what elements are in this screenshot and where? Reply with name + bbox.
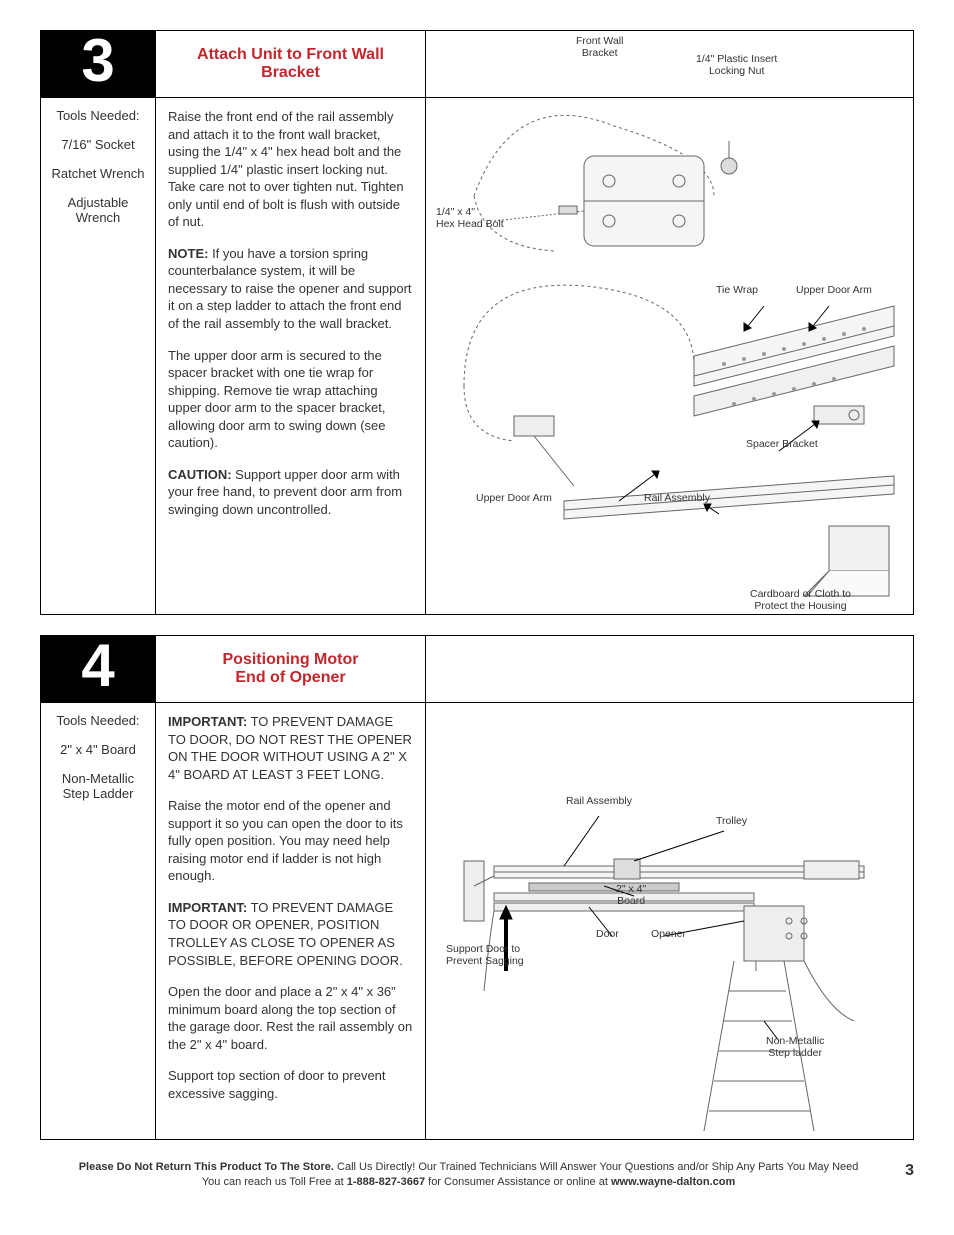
section-3-diagram-top: Front WallBracket 1/4" Plastic InsertLoc… [426, 31, 913, 97]
instr-para: Open the door and place a 2" x 4" x 36" … [168, 983, 413, 1053]
label-opener: Opener [651, 928, 686, 940]
tool-item: 2" x 4" Board [47, 742, 149, 757]
section-3-svg [434, 106, 904, 606]
section-3-header-row: 3 Attach Unit to Front Wall Bracket Fron… [41, 31, 913, 98]
section-3-tools: Tools Needed: 7/16" Socket Ratchet Wrenc… [41, 98, 156, 614]
label-upper-door-arm-top: Upper Door Arm [796, 284, 872, 296]
tool-item: Ratchet Wrench [47, 166, 149, 181]
section-4-header-row: 4 Positioning MotorEnd of Opener [41, 636, 913, 703]
label-cardboard: Cardboard or Cloth toProtect the Housing [750, 588, 851, 612]
label-plastic-insert: 1/4" Plastic InsertLocking Nut [696, 53, 777, 77]
tool-item: Adjustable Wrench [47, 195, 149, 225]
footer-url: www.wayne-dalton.com [611, 1176, 735, 1188]
footer-line1: Call Us Directly! Our Trained Technician… [334, 1161, 858, 1173]
label-front-wall-bracket: Front WallBracket [576, 35, 623, 59]
page-number: 3 [905, 1160, 914, 1182]
label-spacer-bracket: Spacer Bracket [746, 438, 818, 450]
step-number-4: 4 [41, 636, 156, 702]
section-3-diagram: 1/4" x 4"Hex Head Bolt Tie Wrap Upper Do… [426, 98, 913, 614]
section-3-instructions: Raise the front end of the rail assembly… [156, 98, 426, 614]
label-hex-bolt: 1/4" x 4"Hex Head Bolt [436, 206, 504, 230]
footer-phone: 1-888-827-3667 [347, 1176, 425, 1188]
instr-para: IMPORTANT: TO PREVENT DAMAGE TO DOOR OR … [168, 899, 413, 969]
page-footer: 3 Please Do Not Return This Product To T… [40, 1160, 914, 1191]
section-4-title: Positioning MotorEnd of Opener [156, 636, 426, 702]
tools-heading: Tools Needed: [47, 108, 149, 123]
instr-para: CAUTION: Support upper door arm with you… [168, 466, 413, 519]
label-rail-assembly4: Rail Assembly [566, 795, 632, 807]
tools-heading: Tools Needed: [47, 713, 149, 728]
section-4: 4 Positioning MotorEnd of Opener Tools N… [40, 635, 914, 1140]
label-trolley: Trolley [716, 815, 747, 827]
section-4-tools: Tools Needed: 2" x 4" Board Non-Metallic… [41, 703, 156, 1139]
label-step-ladder: Non-MetallicStep ladder [766, 1035, 824, 1059]
tool-item: 7/16" Socket [47, 137, 149, 152]
label-board: 2" x 4"Board [616, 883, 646, 907]
instr-para: Support top section of door to prevent e… [168, 1067, 413, 1102]
label-rail-assembly: Rail Assembly [644, 492, 710, 504]
footer-line2b: for Consumer Assistance or online at [425, 1176, 611, 1188]
step-number-3: 3 [41, 31, 156, 97]
instr-para: IMPORTANT: TO PREVENT DAMAGE TO DOOR, DO… [168, 713, 413, 783]
footer-bold: Please Do Not Return This Product To The… [79, 1161, 334, 1173]
section-4-body: Tools Needed: 2" x 4" Board Non-Metallic… [41, 703, 913, 1139]
section-4-diagram: Rail Assembly Trolley 2" x 4"Board Door … [426, 703, 913, 1139]
label-upper-door-arm-left: Upper Door Arm [476, 492, 552, 504]
label-door: Door [596, 928, 619, 940]
instr-para: Raise the front end of the rail assembly… [168, 108, 413, 231]
instr-para: NOTE: If you have a torsion spring count… [168, 245, 413, 333]
section-4-diagram-top [426, 636, 913, 702]
section-3: 3 Attach Unit to Front Wall Bracket Fron… [40, 30, 914, 615]
label-support-door: Support Door toPrevent Sagging [446, 943, 524, 967]
label-tie-wrap: Tie Wrap [716, 284, 758, 296]
footer-line2a: You can reach us Toll Free at [202, 1176, 347, 1188]
instr-para: The upper door arm is secured to the spa… [168, 347, 413, 452]
instr-para: Raise the motor end of the opener and su… [168, 797, 413, 885]
section-3-body: Tools Needed: 7/16" Socket Ratchet Wrenc… [41, 98, 913, 614]
tool-item: Non-Metallic Step Ladder [47, 771, 149, 801]
section-4-svg [434, 711, 904, 1131]
section-3-title: Attach Unit to Front Wall Bracket [156, 31, 426, 97]
section-4-instructions: IMPORTANT: TO PREVENT DAMAGE TO DOOR, DO… [156, 703, 426, 1139]
